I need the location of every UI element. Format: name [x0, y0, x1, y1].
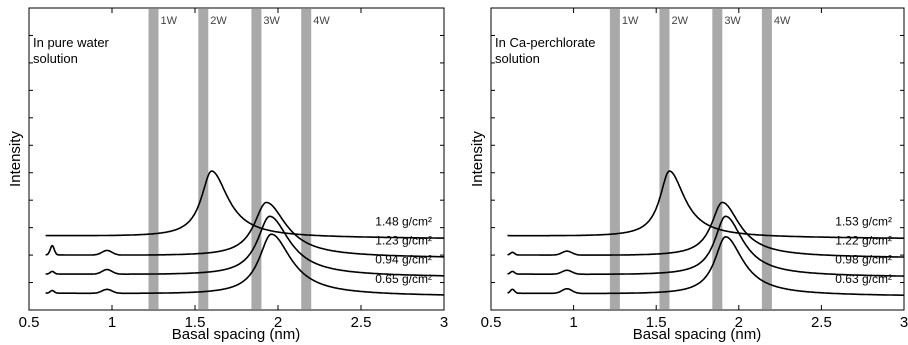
plot-frame	[28, 7, 445, 311]
band-3W	[251, 9, 262, 309]
series-label: 0.98 g/cm²	[835, 253, 892, 267]
x-tick-label: 2	[274, 314, 282, 331]
band-label: 2W	[210, 15, 227, 27]
annotation-line-2: solution	[33, 51, 78, 66]
x-tick-label: 0.5	[19, 314, 40, 331]
band-1W	[609, 9, 620, 309]
annotation-line-2: solution	[495, 51, 540, 66]
series-line	[507, 201, 904, 258]
band-4W	[761, 9, 772, 309]
x-tick-label: 1	[108, 314, 116, 331]
band-1W	[148, 9, 159, 309]
y-axis-label: Intensity	[7, 131, 24, 187]
panel-pure-water: 1W 2W 3W 4W 0.5 1 1.5 2 2.5 3 1.48 g/cm² 1.23 g/c…	[7, 7, 448, 343]
annotation-line-1: In Ca-perchlorate	[495, 35, 595, 50]
band-label: 3W	[724, 15, 741, 27]
x-tick-label: 0.5	[481, 314, 502, 331]
x-tick-label: 2.5	[351, 314, 372, 331]
band-label: 3W	[263, 15, 280, 27]
band-4W	[301, 9, 312, 309]
series-label: 1.23 g/cm²	[375, 234, 432, 248]
x-tick-label: 1.5	[185, 314, 206, 331]
x-tick-label: 3	[440, 314, 448, 331]
x-tick-label: 2.5	[811, 314, 832, 331]
x-tick-label: 3	[900, 314, 908, 331]
band-2W	[198, 9, 209, 309]
annotation-line-1: In pure water	[33, 35, 110, 50]
series-line	[45, 170, 444, 239]
series-label: 0.94 g/cm²	[375, 253, 432, 267]
x-axis-label: Basal spacing (nm)	[633, 326, 761, 343]
series-label: 0.63 g/cm²	[835, 272, 892, 286]
y-axis-label: Intensity	[469, 131, 486, 187]
series-line	[507, 170, 904, 239]
series-label: 0.65 g/cm²	[375, 272, 432, 286]
band-label: 2W	[671, 15, 688, 27]
band-label: 1W	[161, 15, 178, 27]
band-label: 4W	[313, 15, 330, 27]
series-line	[507, 235, 904, 297]
x-tick-label: 1.5	[646, 314, 667, 331]
band-3W	[712, 9, 723, 309]
x-tick-label: 1	[569, 314, 577, 331]
band-2W	[659, 9, 670, 309]
series-line	[507, 215, 904, 277]
series-label: 1.48 g/cm²	[375, 214, 432, 228]
band-label: 4W	[774, 15, 791, 27]
x-tick-label: 2	[735, 314, 743, 331]
panel-ca-perchlorate: 1W 2W 3W 4W 0.5 1 1.5 2 2.5 3 1.53 g/cm² 1.22 g/c…	[469, 7, 908, 343]
series-line	[45, 201, 444, 258]
series-line	[45, 233, 444, 296]
series-line	[45, 215, 444, 277]
band-label: 1W	[622, 15, 639, 27]
series-label: 1.22 g/cm²	[835, 234, 892, 248]
x-axis-label: Basal spacing (nm)	[172, 326, 300, 343]
series-label: 1.53 g/cm²	[835, 214, 892, 228]
plot-frame	[490, 7, 905, 311]
